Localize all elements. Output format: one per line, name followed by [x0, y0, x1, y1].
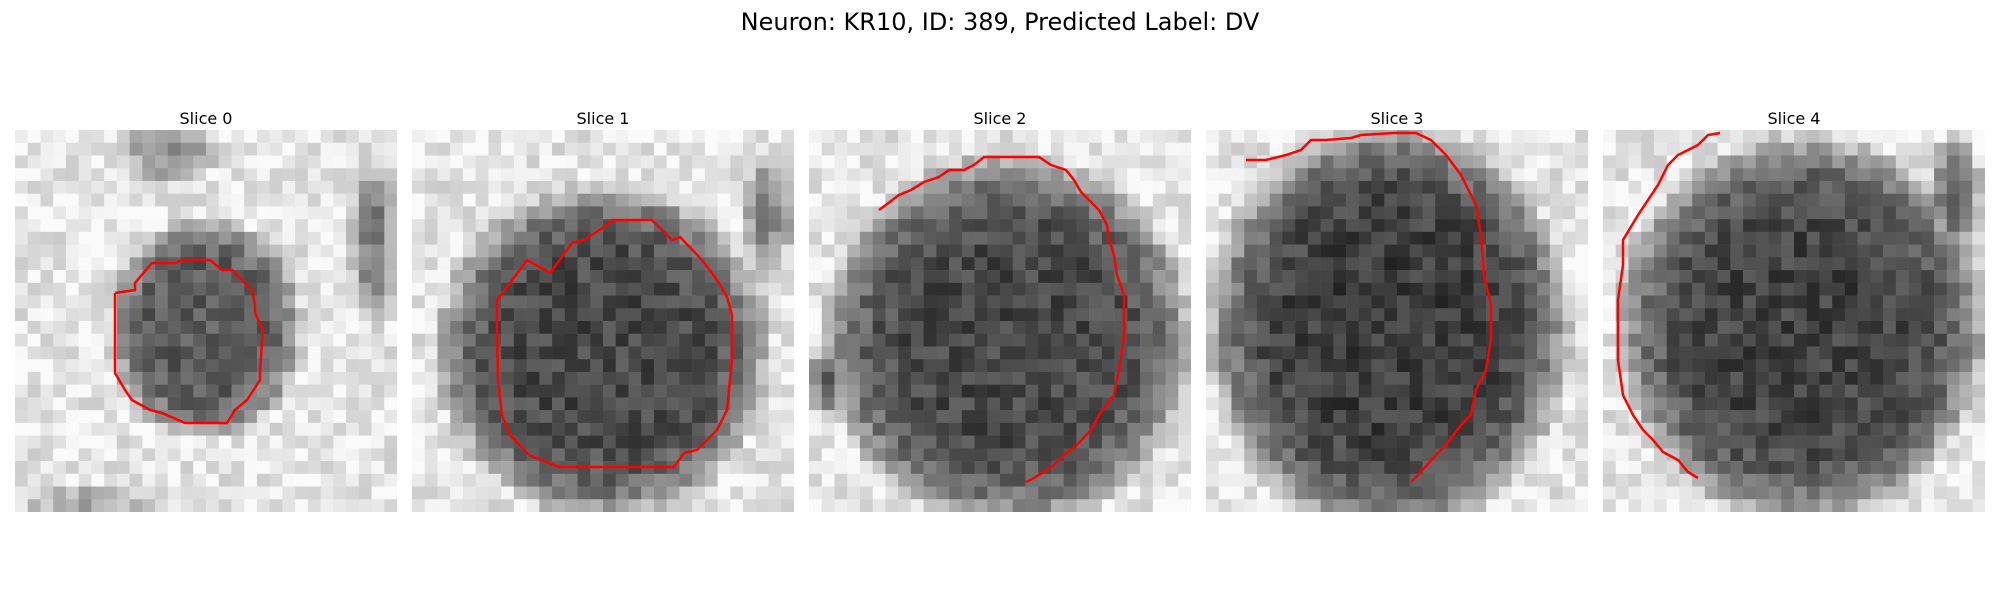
cell-contour-4 — [1616, 131, 1721, 480]
slice-title-1: Slice 1 — [576, 109, 630, 128]
slice-title-4: Slice 4 — [1767, 109, 1821, 128]
slice-image-1 — [412, 130, 794, 512]
cell-contour-1 — [495, 218, 734, 469]
slice-image-2 — [809, 130, 1191, 512]
cell-contour-0 — [113, 258, 265, 425]
slice-image-0 — [15, 130, 397, 512]
cell-contour-2 — [878, 155, 1126, 484]
figure-title: Neuron: KR10, ID: 389, Predicted Label: … — [740, 8, 1260, 36]
slice-image-4 — [1603, 130, 1985, 512]
slice-image-3 — [1206, 130, 1588, 512]
slice-panel-2: Slice 2 — [809, 108, 1191, 512]
slice-title-2: Slice 2 — [973, 109, 1027, 128]
cell-contour-3 — [1246, 131, 1493, 483]
slice-panel-1: Slice 1 — [412, 108, 794, 512]
slice-panel-0: Slice 0 — [15, 108, 397, 512]
slice-panel-4: Slice 4 — [1603, 108, 1985, 512]
slice-title-3: Slice 3 — [1370, 109, 1424, 128]
slice-title-0: Slice 0 — [179, 109, 233, 128]
slice-panel-3: Slice 3 — [1206, 108, 1588, 512]
